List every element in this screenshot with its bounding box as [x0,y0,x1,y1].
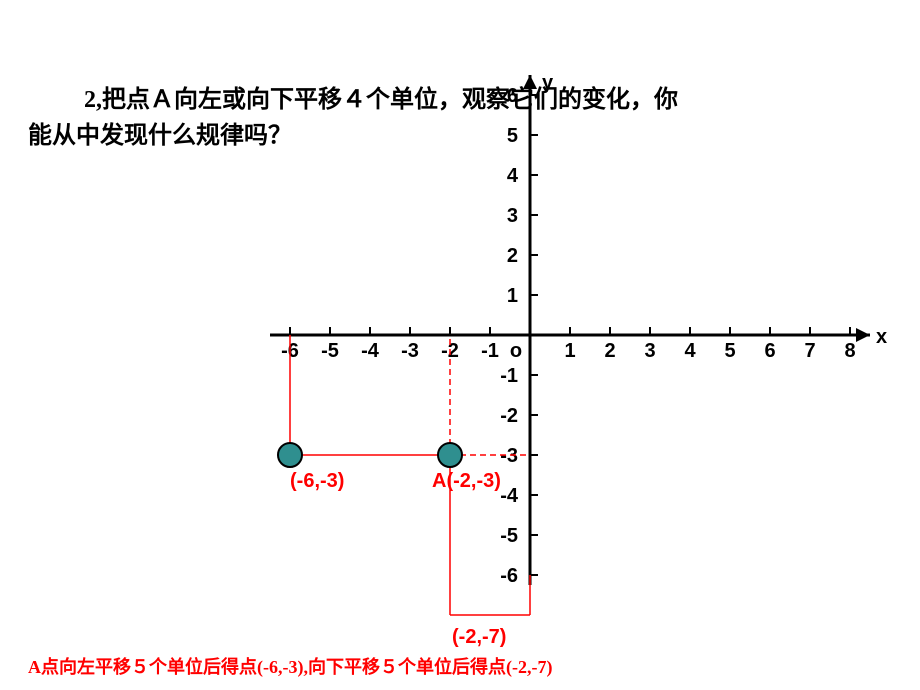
svg-text:A(-2,-3): A(-2,-3) [432,470,501,492]
svg-text:2: 2 [604,340,615,362]
svg-text:-5: -5 [321,340,339,362]
svg-text:1: 1 [507,285,518,307]
svg-text:7: 7 [804,340,815,362]
svg-text:-6: -6 [500,565,518,587]
svg-text:3: 3 [507,205,518,227]
svg-text:x: x [876,326,887,348]
svg-text:(-6,-3): (-6,-3) [290,470,344,492]
svg-text:-1: -1 [500,365,518,387]
svg-text:5: 5 [724,340,735,362]
svg-text:4: 4 [684,340,696,362]
svg-text:6: 6 [764,340,775,362]
svg-text:3: 3 [644,340,655,362]
svg-text:y: y [542,72,554,94]
svg-text:(-2,-7): (-2,-7) [452,626,506,648]
svg-text:5: 5 [507,125,518,147]
svg-text:o: o [510,340,522,362]
svg-text:-4: -4 [361,340,380,362]
svg-text:2: 2 [507,245,518,267]
svg-text:-3: -3 [500,445,518,467]
svg-text:-3: -3 [401,340,419,362]
svg-text:-1: -1 [481,340,499,362]
svg-text:-2: -2 [500,405,518,427]
svg-text:8: 8 [844,340,855,362]
svg-text:-4: -4 [500,485,519,507]
svg-text:4: 4 [507,165,519,187]
coordinate-chart: -6-5-4-3-2-112345678123456-1-2-3-4-5-6ox… [0,0,920,690]
answer-text: A点向左平移５个单位后得点(-6,-3),向下平移５个单位后得点(-2,-7) [28,653,552,679]
svg-text:6: 6 [507,85,518,107]
svg-text:-5: -5 [500,525,518,547]
svg-text:1: 1 [564,340,575,362]
